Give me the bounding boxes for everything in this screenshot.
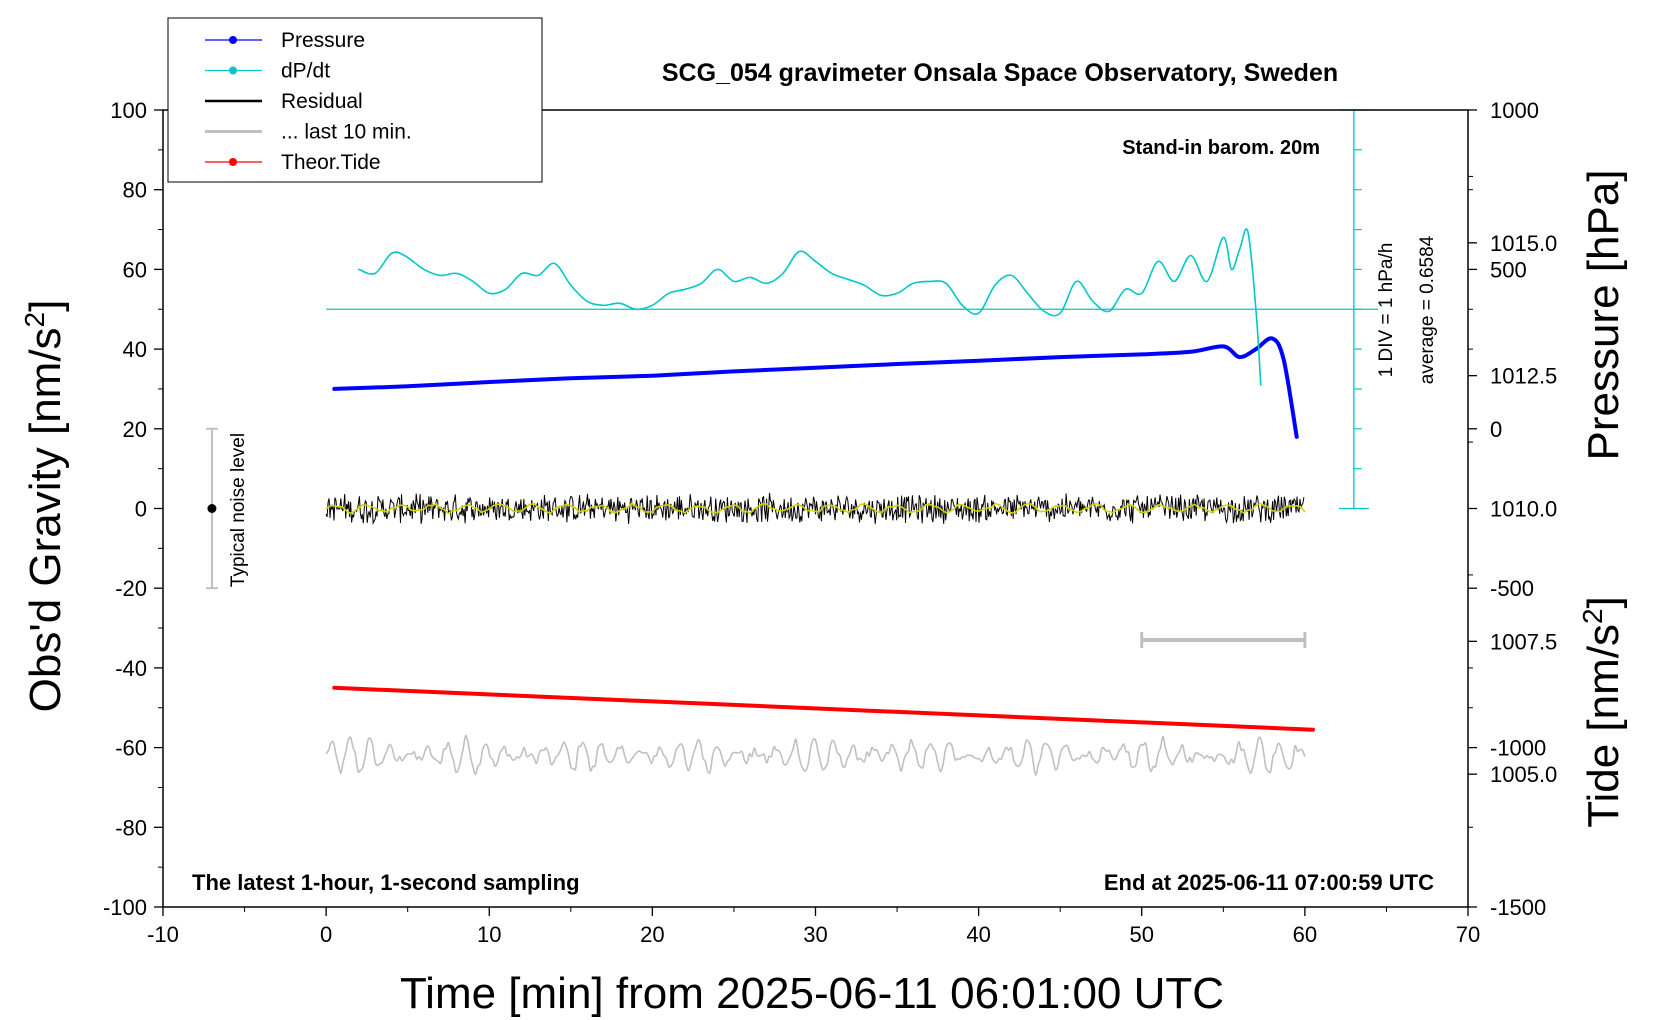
x-axis-label: Time [min] from 2025-06-11 06:01:00 UTC <box>400 969 1224 1018</box>
pressure-tick-label: 1010.0 <box>1490 497 1557 522</box>
legend-label: ... last 10 min. <box>281 121 412 144</box>
x-tick-label: 60 <box>1293 922 1317 947</box>
noise-bar-center <box>207 504 217 513</box>
tide-tick-label: -500 <box>1490 576 1534 601</box>
legend-label: Theor.Tide <box>281 151 381 174</box>
chart-title: SCG_054 gravimeter Onsala Space Observat… <box>662 59 1338 87</box>
div-label: 1 DIV = 1 hPa/h <box>1376 243 1397 378</box>
tide-tick-label: 0 <box>1490 417 1502 442</box>
y-axis-label-left-close: ] <box>21 300 70 312</box>
y-axis-label-tide-close: ] <box>1579 596 1628 608</box>
series-pressure <box>332 336 1299 439</box>
y-tick-label: 80 <box>123 178 147 203</box>
legend-marker <box>229 158 237 166</box>
pressure-tick-label: 1015.0 <box>1490 231 1557 256</box>
x-tick-label: 70 <box>1456 922 1480 947</box>
legend-label: Residual <box>281 90 363 113</box>
bottom-right-annotation: End at 2025-06-11 07:00:59 UTC <box>1104 870 1434 895</box>
y-axis-label-tide: Tide [nm/s2] <box>1577 596 1628 828</box>
tide-tick-label: 500 <box>1490 257 1527 282</box>
pressure-tick-label: 1012.5 <box>1490 364 1557 389</box>
pressure-tick-label: 1007.5 <box>1490 629 1557 654</box>
y-axis-label-tide-main: Tide [nm/s <box>1579 624 1628 828</box>
y-axis-label-tide-sup: 2 <box>1577 608 1608 624</box>
y-tick-label: -60 <box>115 736 147 761</box>
y-axis-label-pressure: Pressure [hPa] <box>1579 169 1628 460</box>
legend: Pressure dP/dt Residual ... last 10 min. The… <box>167 17 543 183</box>
tide-tick-label: 1000 <box>1490 98 1539 123</box>
y-tick-label: 100 <box>110 98 147 123</box>
legend-label: dP/dt <box>281 60 330 83</box>
pressure-tick-label: 1005.0 <box>1490 762 1557 787</box>
noise-label: Typical noise level <box>228 433 249 587</box>
series-dp-dt <box>358 228 1262 386</box>
x-tick-label: -10 <box>147 922 179 947</box>
legend-marker <box>229 36 237 44</box>
series-layer <box>205 109 1379 776</box>
x-tick-label: 0 <box>320 922 332 947</box>
y-tick-label: -80 <box>115 815 147 840</box>
tide-tick-label: -1500 <box>1490 895 1546 920</box>
x-tick-label: 20 <box>640 922 664 947</box>
x-tick-label: 40 <box>966 922 990 947</box>
y-tick-label: 60 <box>123 257 147 282</box>
x-tick-label: 30 <box>803 922 827 947</box>
axes-layer: -10 0 10 20 30 40 50 60 70100806040200-20-40-60-… <box>103 98 1557 947</box>
y-tick-label: -100 <box>103 895 147 920</box>
tide-tick-label: -1000 <box>1490 736 1546 761</box>
y-tick-label: -20 <box>115 576 147 601</box>
y-tick-label: -40 <box>115 656 147 681</box>
legend-label: Pressure <box>281 29 365 52</box>
x-tick-label: 50 <box>1130 922 1154 947</box>
y-axis-label-left: Obs'd Gravity [nm/s2] <box>19 300 70 713</box>
y-tick-label: 0 <box>135 497 147 522</box>
y-tick-label: 20 <box>123 417 147 442</box>
average-label: average = 0.6584 <box>1417 235 1438 384</box>
y-axis-label-left-main: Obs'd Gravity [nm/s <box>21 327 70 712</box>
y-axis-label-left-sup: 2 <box>19 312 50 328</box>
x-tick-label: 10 <box>477 922 501 947</box>
bottom-left-annotation: The latest 1-hour, 1-second sampling <box>192 870 580 895</box>
stand-in-annotation: Stand-in barom. 20m <box>1122 137 1320 159</box>
series-theor-tide <box>332 685 1315 732</box>
series-last-10-min <box>325 734 1306 776</box>
series-residual-smooth <box>325 502 1306 515</box>
series-residual <box>325 492 1305 526</box>
legend-marker <box>229 66 237 75</box>
y-tick-label: 40 <box>123 337 147 362</box>
